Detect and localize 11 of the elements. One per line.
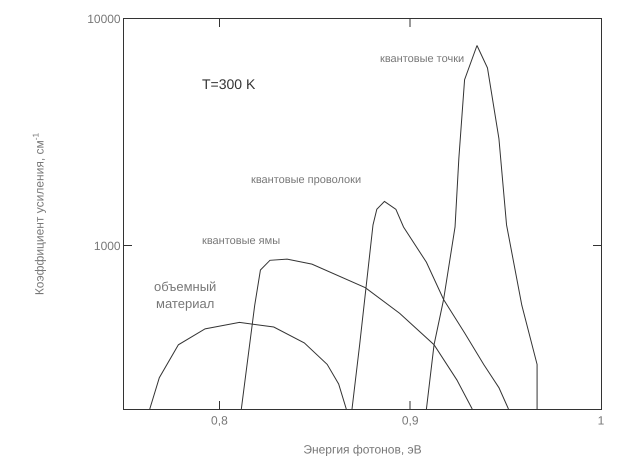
series-label: квантовые ямы [202,235,280,247]
x-tick-label: 0,9 [402,413,419,428]
text: квантовые проволоки [251,174,362,186]
x-tick-label: 0,8 [211,413,228,428]
series-label: квантовые точки [380,53,464,65]
y-tick-label: 10000 [87,12,121,26]
x-tick-label: 1 [598,413,605,428]
y-tick-label: 1000 [94,238,121,253]
x-axis-title: Энергия фотонов, эВ [303,442,422,456]
annotation: T=300 K [202,76,256,92]
series-label: объемный материал [154,279,216,311]
